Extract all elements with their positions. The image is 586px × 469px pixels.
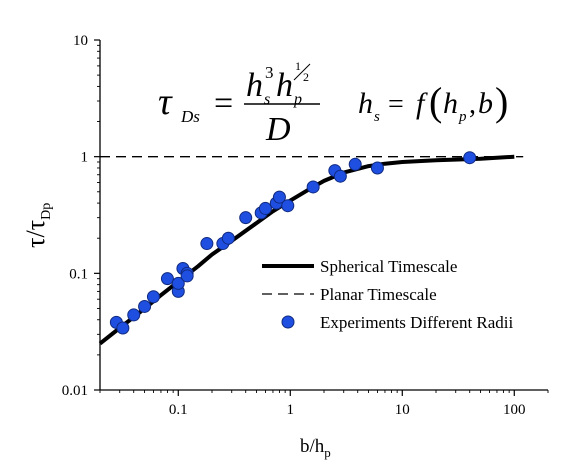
eq-num-h1-sub: s: [264, 91, 270, 108]
x-tick-label: 1: [287, 402, 295, 418]
equation-hs: h s = f ( h p , b ): [358, 79, 508, 125]
experiment-point: [180, 269, 194, 283]
eq-num-h2-sup-num: 1: [295, 59, 301, 73]
y-axis-label: τ/τDp: [21, 203, 54, 248]
axis-ticks: 0.1 1 10 100 0.01 0.1 1 10: [62, 33, 549, 418]
eq-num-h2-sub: p: [293, 91, 302, 108]
eq-hs-equals: =: [388, 89, 404, 120]
eq-equals: =: [214, 85, 233, 122]
eq-hs-rparen: ): [495, 79, 508, 124]
eq-hs-arg-sub: p: [458, 109, 467, 125]
experiment-point: [116, 321, 130, 335]
x-axis-label: b/hp: [300, 436, 331, 460]
legend-planar-label: Planar Timescale: [320, 285, 437, 304]
eq-hs-arg-h: h: [443, 87, 458, 120]
eq-num-h1-sup: 3: [265, 63, 274, 82]
eq-hs-lhs: h: [358, 87, 373, 120]
experiment-point: [281, 199, 295, 213]
y-axis-label-sub: Dp: [39, 203, 54, 220]
eq-num-h2-sup-slash: [293, 63, 311, 81]
x-tick-label: 0.1: [169, 402, 188, 418]
experiment-point: [171, 276, 185, 290]
eq-tau-lhs: τ: [158, 81, 173, 123]
eq-denominator: D: [265, 111, 291, 148]
eq-hs-comma: ,: [469, 89, 476, 120]
x-tick-label: 10: [395, 402, 410, 418]
experiment-point: [160, 272, 174, 286]
equation-tau: τ Ds = h s 3 h p 1 2 D: [158, 59, 320, 148]
experiment-point: [221, 231, 235, 245]
y-tick-label: 1: [81, 150, 89, 166]
series-layer: [98, 151, 524, 346]
eq-num-h2-sup-den: 2: [303, 70, 309, 84]
experiment-point: [272, 190, 286, 204]
experiment-point: [138, 299, 152, 313]
legend-experiments-label: Experiments Different Radii: [320, 313, 514, 332]
experiment-point: [348, 157, 362, 171]
experiment-point: [306, 180, 320, 194]
y-axis-label-main: τ/τ: [21, 220, 50, 248]
legend: Spherical Timescale Planar Timescale Exp…: [262, 257, 514, 332]
eq-hs-sub: s: [374, 109, 380, 125]
experiment-point: [370, 161, 384, 175]
x-axis-label-main: b/h: [300, 436, 325, 457]
experiment-point: [258, 201, 272, 215]
experiment-point: [200, 237, 214, 251]
experiment-point: [333, 169, 347, 183]
experiment-point: [239, 211, 253, 225]
eq-hs-f: f: [416, 87, 428, 120]
legend-spherical-label: Spherical Timescale: [320, 257, 457, 276]
y-tick-label: 10: [73, 33, 88, 49]
eq-tau-sub: Ds: [180, 107, 200, 126]
y-tick-label: 0.01: [62, 383, 88, 399]
eq-num-h2: h: [276, 67, 293, 104]
x-tick-label: 100: [503, 402, 526, 418]
eq-hs-lparen: (: [429, 79, 442, 124]
experiment-point: [463, 151, 477, 165]
y-tick-label: 0.1: [69, 266, 88, 282]
experiment-point: [146, 290, 160, 304]
legend-experiments-swatch: [281, 315, 295, 329]
x-axis-label-sub: p: [324, 445, 331, 460]
eq-num-h1: h: [246, 67, 263, 104]
experiment-point: [127, 308, 141, 322]
eq-hs-arg-b: b: [478, 87, 493, 120]
